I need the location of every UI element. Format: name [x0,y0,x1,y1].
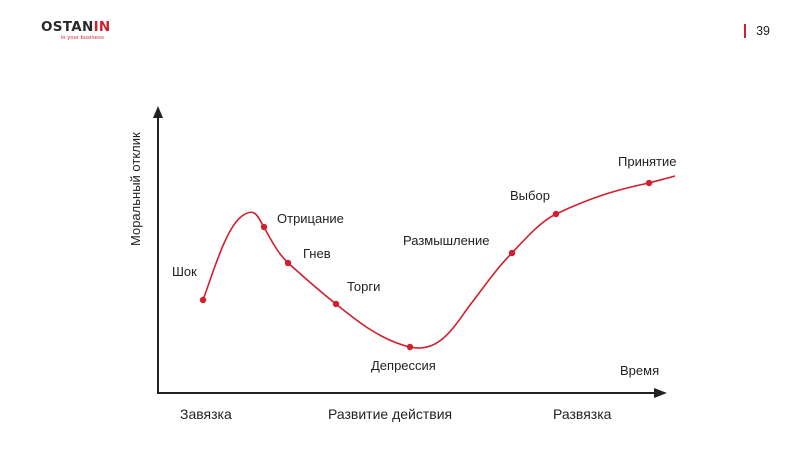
page-number-text: 39 [756,24,770,38]
logo-tagline: in your business [61,35,104,41]
stage-point-anger [284,259,292,267]
phase-label-resolution: Развязка [553,406,612,422]
stage-label-shock: Шок [172,264,197,279]
stage-point-shock [199,296,207,304]
y-axis-label: Моральный отклик [128,132,143,246]
stage-label-bargaining: Торги [347,279,380,294]
stage-point-reflection [508,249,516,257]
phase-label-rising-action: Развитие действия [328,406,452,422]
stage-point-choice [552,210,560,218]
stage-label-acceptance: Принятие [618,154,677,169]
emotional-response-curve [202,175,676,349]
stage-label-anger: Гнев [303,246,331,261]
x-axis-label: Время [620,363,659,378]
y-axis-arrow-icon [153,106,163,118]
stage-label-reflection: Размышление [403,233,489,248]
logo-accent-text: IN [93,19,111,35]
x-axis-arrow-icon [654,388,667,398]
phase-label-setup: Завязка [180,406,232,422]
logo-wordmark: OSTANIN [41,20,111,34]
stage-point-depression [406,343,414,351]
page-number: 39 [744,24,770,38]
stage-point-bargaining [332,300,340,308]
stage-point-acceptance [645,179,653,187]
company-logo: OSTANIN in your business [41,20,111,41]
stage-point-denial [260,223,268,231]
stage-label-denial: Отрицание [277,211,344,226]
logo-main-text: OSTAN [41,19,94,35]
page-number-divider [744,24,747,38]
stage-label-depression: Депрессия [371,358,436,373]
stage-label-choice: Выбор [510,188,550,203]
